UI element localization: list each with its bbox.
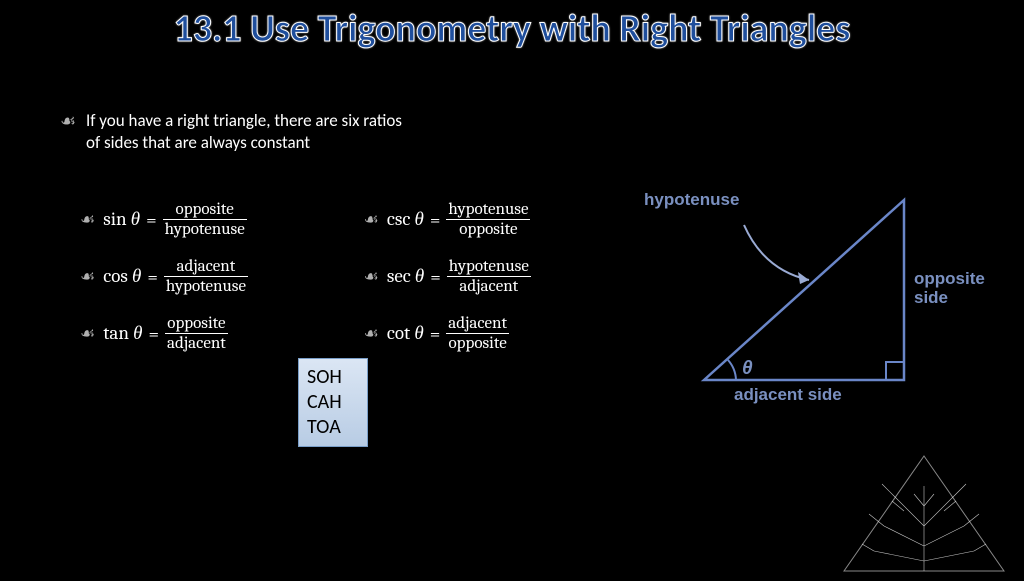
equals: = [430,323,441,345]
denominator: adjacent [165,334,228,353]
intro-block: ☙ If you have a right triangle, there ar… [60,110,420,154]
mnemonic-line: TOA [307,415,359,440]
fraction: oppositeadjacent [165,314,228,353]
numerator: adjacent [446,314,509,334]
slide-title: 13.1 Use Trigonometry with Right Triangl… [0,0,1024,52]
equals: = [146,209,157,231]
fn-name: cos θ [103,265,141,288]
fractal-decoration [834,446,1014,576]
equals: = [430,266,441,288]
formulas-block: ☙sin θ=oppositehypotenuse☙cos θ=adjacent… [80,200,660,371]
fraction: adjacenthypotenuse [164,257,248,296]
triangle-diagram: hypotenuse opposite side adjacent side θ [664,180,984,410]
bullet-icon: ☙ [60,110,76,133]
denominator: adjacent [447,277,531,296]
adjacent-label: adjacent side [734,385,842,405]
equals: = [430,209,441,231]
fn-name: cot θ [387,322,424,345]
formula-row: ☙ csc θ =hypotenuseopposite [364,200,644,239]
fraction: oppositehypotenuse [163,200,247,239]
numerator: hypotenuse [447,257,531,277]
bullet-icon: ☙ [80,209,95,230]
formula-row: ☙ cot θ =adjacentopposite [364,314,644,353]
bullet-icon: ☙ [364,266,379,287]
numerator: adjacent [164,257,248,277]
equals: = [147,266,158,288]
fraction: hypotenuseopposite [446,200,530,239]
fn-name: sin θ [103,208,140,231]
formula-column-right: ☙csc θ=hypotenuseopposite☙sec θ=hypotenu… [364,200,644,371]
denominator: opposite [446,334,509,353]
opposite-label: opposite side [914,270,994,307]
hypotenuse-label: hypotenuse [644,190,739,210]
formula-row: ☙ sec θ = hypotenuseadjacent [364,257,644,296]
fn-name: sec θ [387,265,424,288]
formula-column-left: ☙sin θ=oppositehypotenuse☙cos θ=adjacent… [80,200,340,371]
bullet-icon: ☙ [364,209,379,230]
mnemonic-line: CAH [307,390,359,415]
denominator: hypotenuse [164,277,248,296]
opposite-label-text: opposite side [914,270,994,307]
formula-row: ☙ sin θ = oppositehypotenuse [80,200,340,239]
numerator: opposite [163,200,247,220]
mnemonic-line: SOH [307,365,359,390]
mnemonic-box: SOHCAHTOA [298,358,368,447]
bullet-icon: ☙ [364,323,379,344]
formula-row: ☙ cos θ = adjacenthypotenuse [80,257,340,296]
equals: = [148,323,159,345]
fn-name: tan θ [103,322,142,345]
numerator: hypotenuse [446,200,530,220]
formula-row: ☙ tan θ = oppositeadjacent [80,314,340,353]
theta-label: θ [742,358,753,380]
denominator: hypotenuse [163,220,247,239]
fn-name: csc θ [387,208,424,231]
intro-text: If you have a right triangle, there are … [86,110,406,154]
fraction: adjacentopposite [446,314,509,353]
bullet-icon: ☙ [80,323,95,344]
fraction: hypotenuseadjacent [447,257,531,296]
denominator: opposite [446,220,530,239]
numerator: opposite [165,314,228,334]
bullet-icon: ☙ [80,266,95,287]
